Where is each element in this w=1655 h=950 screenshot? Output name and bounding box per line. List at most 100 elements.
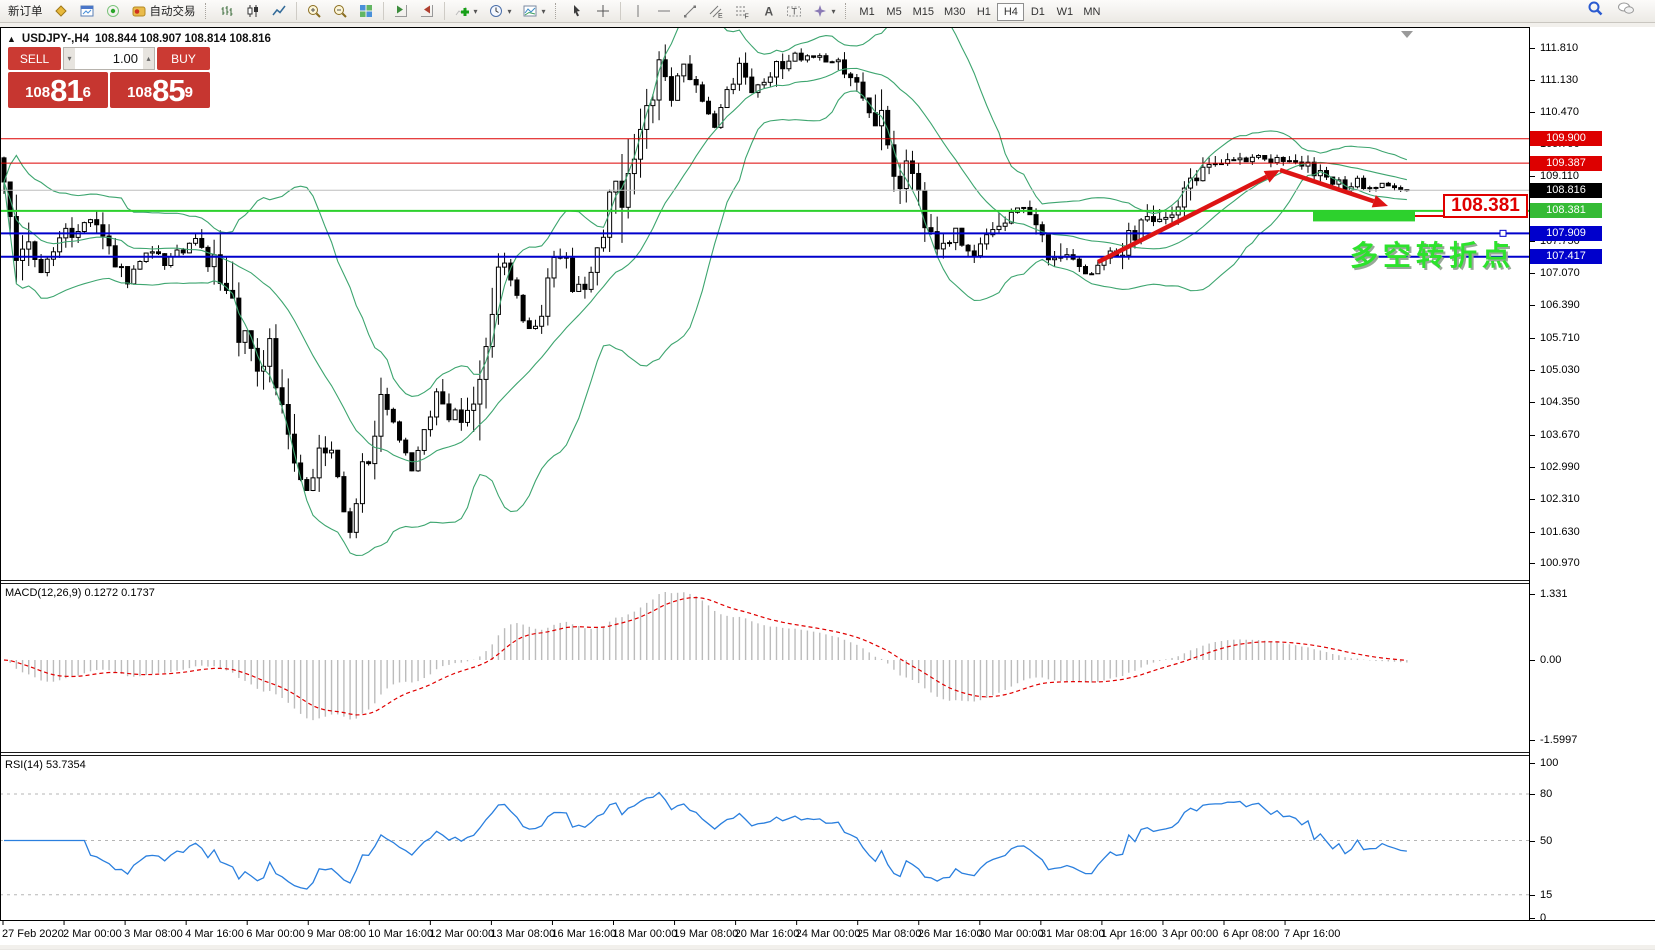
- toolbar-grip: [844, 3, 850, 19]
- axis-tick-label: 50: [1530, 834, 1552, 848]
- axis-tick-label: 1.331: [1530, 587, 1568, 601]
- toolbar-separator: [295, 2, 297, 20]
- autotrading-button[interactable]: 自动交易: [126, 1, 201, 21]
- timeframe-m15-button[interactable]: M15: [908, 3, 939, 21]
- axis-tick-label: 102.310: [1530, 492, 1580, 506]
- annotation-price-label[interactable]: 108.381: [1443, 194, 1528, 218]
- macd-chart-svg[interactable]: [0, 584, 1529, 752]
- bar-chart-button[interactable]: [214, 1, 240, 21]
- pane-separator[interactable]: [0, 752, 1655, 756]
- zoom-out-button[interactable]: [327, 1, 353, 21]
- arrows-tool-button[interactable]: ▾: [807, 1, 841, 21]
- crosshair-button[interactable]: [590, 1, 616, 21]
- pane-separator[interactable]: [0, 580, 1655, 584]
- axis-tick-label: 111.810: [1530, 41, 1578, 55]
- axis-tick-label: 15: [1530, 888, 1552, 902]
- macd-pane[interactable]: MACD(12,26,9) 0.1272 0.1737: [0, 584, 1529, 752]
- time-axis-label: 6 Apr 08:00: [1223, 928, 1279, 940]
- candlestick-button[interactable]: [240, 1, 266, 21]
- indicators-button[interactable]: ▾: [449, 1, 483, 21]
- price-axis[interactable]: 111.810111.130110.470109.790109.110108.4…: [1530, 27, 1655, 924]
- timeframe-d1-button[interactable]: D1: [1024, 3, 1051, 21]
- volume-decrease-button[interactable]: ▾: [64, 48, 75, 69]
- time-axis-label: 20 Mar 16:00: [735, 928, 800, 940]
- chevron-down-icon: ▾: [473, 6, 478, 16]
- sell-price[interactable]: 108 81 6: [8, 72, 108, 108]
- volume-increase-button[interactable]: ▴: [143, 48, 154, 69]
- timeframe-m1-button[interactable]: M1: [854, 3, 881, 21]
- time-axis[interactable]: 27 Feb 2020 2 Mar 00:00 3 Mar 08:00 4 Mar 1…: [0, 921, 1655, 945]
- timeframe-h4-button[interactable]: H4: [997, 2, 1025, 21]
- ohlc-values: 108.844 108.907 108.814 108.816: [95, 33, 271, 45]
- axis-tick-label: -1.5997: [1530, 733, 1577, 747]
- time-axis-label: 12 Mar 00:00: [429, 928, 494, 940]
- hline-drag-handle: [1499, 229, 1507, 237]
- chart-frame-left: [0, 27, 1, 920]
- line-chart-button[interactable]: [266, 1, 292, 21]
- axis-tick-label: 102.990: [1530, 460, 1580, 474]
- timeframe-h1-button[interactable]: H1: [970, 3, 997, 21]
- time-axis-label: 6 Mar 00:00: [246, 928, 305, 940]
- time-axis-label: 31 Mar 08:00: [1040, 928, 1105, 940]
- chevron-down-icon: ▾: [831, 6, 836, 16]
- axis-tick-label: 105.030: [1530, 363, 1580, 377]
- search-icon[interactable]: [1587, 0, 1604, 22]
- time-axis-label: 4 Mar 16:00: [185, 928, 244, 940]
- time-axis-label: 2 Mar 00:00: [63, 928, 122, 940]
- time-axis-label: 10 Mar 16:00: [368, 928, 433, 940]
- volume-input[interactable]: [74, 48, 144, 69]
- toolbar-grip: [554, 3, 560, 19]
- chart-shift-button[interactable]: [414, 1, 440, 21]
- timeframe-m5-button[interactable]: M5: [881, 3, 908, 21]
- horizontal-line-button[interactable]: [651, 1, 677, 21]
- chat-icon[interactable]: [1616, 0, 1636, 22]
- cursor-button[interactable]: [564, 1, 590, 21]
- timeframe-m30-button[interactable]: M30: [939, 3, 970, 21]
- sell-button[interactable]: SELL: [8, 47, 61, 70]
- annotation-text[interactable]: 多空转折点: [1350, 240, 1516, 271]
- chart-workspace: ▲ USDJPY-,H4 108.844 108.907 108.814 108…: [0, 27, 1655, 945]
- rsi-chart-svg[interactable]: [0, 756, 1529, 920]
- toolbar-separator: [443, 2, 445, 20]
- svg-text:A: A: [764, 5, 773, 19]
- buy-price[interactable]: 108 85 9: [110, 72, 210, 108]
- price-chart-svg[interactable]: [0, 28, 1529, 580]
- level-price-badge: 109.387: [1530, 155, 1602, 171]
- text-label-button[interactable]: T: [781, 1, 807, 21]
- fibonacci-button[interactable]: F: [729, 1, 755, 21]
- time-axis-label: 30 Mar 00:00: [979, 928, 1044, 940]
- symbol-period-label: USDJPY-,H4: [21, 33, 90, 45]
- auto-scroll-button[interactable]: [388, 1, 414, 21]
- terminal-icon[interactable]: [74, 1, 100, 21]
- toolbar-separator: [382, 2, 384, 20]
- vertical-line-button[interactable]: [625, 1, 651, 21]
- trend-arrow[interactable]: [1096, 170, 1280, 265]
- text-button[interactable]: A: [755, 1, 781, 21]
- tile-windows-button[interactable]: [353, 1, 379, 21]
- template-button[interactable]: ▾: [517, 1, 551, 21]
- highlight-rectangle[interactable]: [1313, 210, 1415, 222]
- timeframe-mn-button[interactable]: MN: [1078, 3, 1105, 21]
- buy-button[interactable]: BUY: [157, 47, 210, 70]
- gold-icon[interactable]: [48, 1, 74, 21]
- axis-tick-label: 0: [1530, 911, 1546, 925]
- chart-shift-marker[interactable]: [1401, 31, 1413, 38]
- zoom-in-button[interactable]: [301, 1, 327, 21]
- chart-frame-top: [0, 27, 1655, 28]
- trendline-button[interactable]: [677, 1, 703, 21]
- equidistant-channel-button[interactable]: E: [703, 1, 729, 21]
- volume-stepper: ▾ ▴: [63, 47, 155, 70]
- timeframe-w1-button[interactable]: W1: [1051, 3, 1078, 21]
- signal-icon[interactable]: [100, 1, 126, 21]
- rsi-pane[interactable]: RSI(14) 53.7354: [0, 756, 1529, 920]
- new-order-button[interactable]: 新订单: [3, 1, 48, 21]
- level-price-badge: 107.909: [1530, 225, 1602, 241]
- candlestick-series: [1, 44, 1410, 539]
- trend-arrow[interactable]: [1279, 167, 1388, 208]
- svg-text:F: F: [744, 14, 748, 20]
- collapse-icon[interactable]: ▲: [7, 34, 16, 44]
- periods-button[interactable]: ▾: [483, 1, 517, 21]
- price-chart-pane[interactable]: ▲ USDJPY-,H4 108.844 108.907 108.814 108…: [0, 28, 1529, 580]
- axis-tick-label: 105.710: [1530, 331, 1580, 345]
